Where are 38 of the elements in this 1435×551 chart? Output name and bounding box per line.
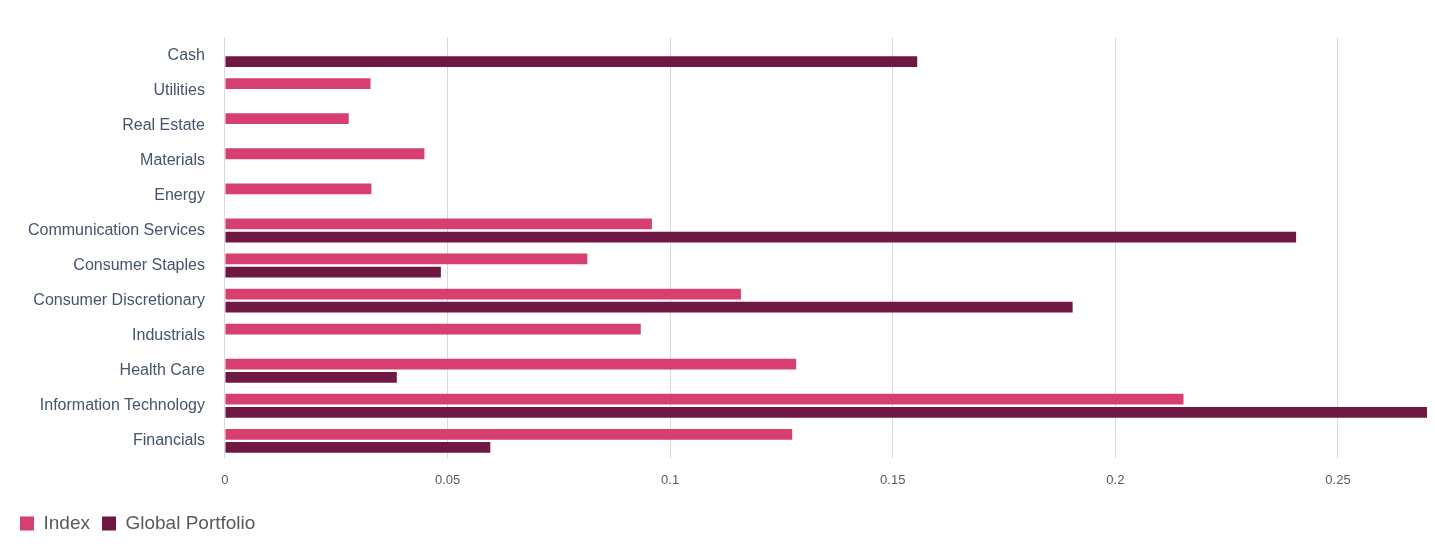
bar xyxy=(225,218,652,230)
bar xyxy=(225,113,349,125)
bar xyxy=(225,253,588,265)
y-tick-label: Industrials xyxy=(132,326,205,344)
y-tick-label: Energy xyxy=(154,185,205,203)
x-tick-label: 0.25 xyxy=(1325,471,1351,487)
bar xyxy=(225,78,371,90)
y-tick-label: Utilities xyxy=(153,80,205,98)
y-tick-label: Communication Services xyxy=(28,220,205,238)
bar xyxy=(225,56,918,68)
bar xyxy=(225,148,425,160)
x-tick-label: 0.15 xyxy=(880,471,906,487)
y-tick-label: Consumer Discretionary xyxy=(33,291,205,309)
bar xyxy=(225,358,797,370)
bar xyxy=(225,393,1184,405)
y-tick-label: Health Care xyxy=(119,361,206,379)
x-tick-label: 0.05 xyxy=(434,471,461,487)
y-tick-label: Financials xyxy=(132,431,205,449)
bar xyxy=(225,428,793,440)
legend-label: Index xyxy=(43,511,91,533)
bar xyxy=(225,301,1073,313)
bar xyxy=(225,231,1297,243)
bar xyxy=(225,442,491,453)
bar xyxy=(225,183,372,195)
x-tick-label: 0.1 xyxy=(661,471,680,487)
bar xyxy=(225,406,1427,418)
bar xyxy=(225,288,741,300)
bar xyxy=(225,323,641,335)
y-tick-label: Information Technology xyxy=(39,396,205,414)
bar xyxy=(225,371,397,383)
y-tick-label: Materials xyxy=(140,150,205,168)
y-tick-label: Consumer Staples xyxy=(73,255,205,273)
bar xyxy=(225,266,441,278)
y-tick-label: Real Estate xyxy=(122,115,206,133)
x-tick-label: 0 xyxy=(221,471,229,487)
y-tick-label: Cash xyxy=(167,45,205,63)
legend-label: Global Portfolio xyxy=(125,511,256,533)
x-tick-label: 0.2 xyxy=(1106,471,1125,487)
